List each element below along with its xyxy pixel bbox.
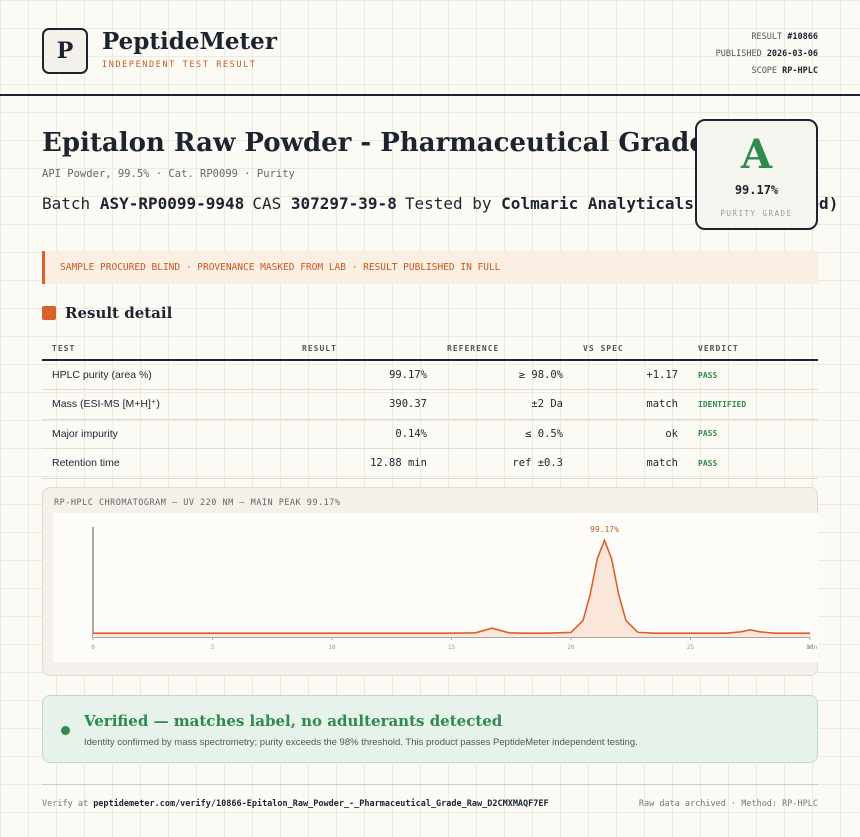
column-header: REFERENCE bbox=[437, 337, 573, 361]
table-cell: 0.14% bbox=[292, 419, 437, 449]
divider bbox=[0, 94, 860, 96]
table-body: HPLC purity (area %) 99.17% ≥ 98.0% +1.17 PA… bbox=[42, 360, 818, 479]
verified-title: Verified — matches label, no adulterants… bbox=[84, 712, 503, 730]
verdict: PASS bbox=[688, 448, 818, 479]
chart-title: RP-HPLC CHROMATOGRAM — UV 220 NM — MAIN … bbox=[54, 498, 341, 508]
x-tick-label: 10 bbox=[328, 644, 336, 651]
section-title: Result detail bbox=[65, 304, 173, 322]
table-cell: +1.17 bbox=[573, 360, 688, 390]
footer-note: Raw data archived · Method: RP-HPLC bbox=[638, 799, 818, 809]
meta: RESULT #10866 PUBLISHED 2026-03-06 SCOPE R… bbox=[716, 29, 818, 80]
meta-row: RESULT #10866 bbox=[716, 29, 818, 46]
chip-label: Tested by bbox=[404, 194, 492, 213]
product-title: Epitalon Raw Powder - Pharmaceutical Gra… bbox=[42, 128, 706, 158]
table-cell: match bbox=[573, 448, 688, 479]
notice: SAMPLE PROCURED BLIND · PROVENANCE MASKE… bbox=[42, 251, 818, 284]
meta-value: #10866 bbox=[787, 32, 818, 42]
table-cell: 390.37 bbox=[292, 389, 437, 420]
table-row: Retention time 12.88 min ref ±0.3 match PASS bbox=[42, 448, 818, 479]
chip: CAS 307297-39-8 bbox=[252, 194, 397, 213]
column-header: RESULT bbox=[292, 337, 437, 361]
header-row: TEST RESULT REFERENCE VS SPEC VERDICT bbox=[42, 337, 818, 361]
meta-label: RESULT bbox=[751, 32, 783, 42]
table-cell: ok bbox=[573, 419, 688, 449]
table-cell: ref ±0.3 bbox=[437, 448, 573, 479]
x-tick-label: 0 bbox=[91, 644, 95, 651]
trace-line bbox=[93, 537, 810, 634]
meta-row: SCOPE RP-HPLC bbox=[716, 63, 818, 80]
table-row: Major impurity 0.14% ≤ 0.5% ok PASS bbox=[42, 419, 818, 449]
table-row: HPLC purity (area %) 99.17% ≥ 98.0% +1.17 PA… bbox=[42, 360, 818, 390]
verified-box bbox=[42, 695, 818, 763]
x-tick-label: 5 bbox=[211, 644, 215, 651]
meta-row: PUBLISHED 2026-03-06 bbox=[716, 46, 818, 63]
verdict: PASS bbox=[688, 419, 818, 449]
column-header: VS SPEC bbox=[573, 337, 688, 361]
verdict: IDENTIFIED bbox=[688, 389, 818, 420]
grade-card: A 99.17% PURITY GRADE bbox=[695, 119, 818, 230]
section-marker bbox=[42, 306, 56, 320]
meta-value: 2026-03-06 bbox=[766, 49, 818, 59]
chip-label: CAS bbox=[252, 194, 282, 213]
x-tick-label: 30 bbox=[806, 644, 814, 651]
x-tick-label: 15 bbox=[448, 644, 456, 651]
x-tick-label: 25 bbox=[687, 644, 695, 651]
peak-area bbox=[93, 540, 810, 637]
chip-label: Batch bbox=[42, 194, 91, 213]
tagline: INDEPENDENT TEST RESULT bbox=[102, 60, 257, 70]
meta-label: PUBLISHED bbox=[715, 49, 762, 59]
table-cell: ≤ 0.5% bbox=[437, 419, 573, 449]
table-cell: HPLC purity (area %) bbox=[42, 360, 292, 390]
table-cell: 12.88 min bbox=[292, 448, 437, 479]
footer-verify: Verify at peptidemeter.com/verify/10866-… bbox=[42, 799, 549, 809]
status-dot bbox=[61, 726, 70, 735]
meta-label: SCOPE bbox=[751, 66, 778, 76]
result-table: TEST RESULT REFERENCE VS SPEC VERDICT HPLC pu… bbox=[42, 337, 818, 479]
verify-label: Verify at bbox=[42, 799, 89, 809]
chip: Batch ASY-RP0099-9948 bbox=[42, 194, 244, 213]
footer-divider bbox=[42, 784, 818, 785]
grade-value: 99.17% bbox=[734, 183, 779, 197]
verdict: PASS bbox=[688, 360, 818, 390]
table-cell: ±2 Da bbox=[437, 389, 573, 420]
grade-letter: A bbox=[740, 131, 773, 178]
x-tick-label: 20 bbox=[567, 644, 575, 651]
meta-value: RP-HPLC bbox=[782, 66, 818, 76]
column-header: VERDICT bbox=[688, 337, 818, 361]
x-axis-label: min bbox=[807, 644, 818, 651]
chip-value: 307297-39-8 bbox=[290, 194, 397, 213]
table-cell: 99.17% bbox=[292, 360, 437, 390]
table-cell: ≥ 98.0% bbox=[437, 360, 573, 390]
column-header: TEST bbox=[42, 337, 292, 361]
grade-label: PURITY GRADE bbox=[720, 209, 793, 218]
chip-value: ASY-RP0099-9948 bbox=[99, 194, 245, 213]
table-row: Mass (ESI-MS [M+H]⁺) 390.37 ±2 Da match IDEN… bbox=[42, 389, 818, 420]
table-cell: Major impurity bbox=[42, 419, 292, 449]
brand: PeptideMeter bbox=[102, 28, 277, 55]
peak-annotation: 99.17% bbox=[590, 525, 619, 534]
verified-text: Identity confirmed by mass spectrometry;… bbox=[84, 737, 638, 748]
verify-url[interactable]: peptidemeter.com/verify/10866-Epitalon_R… bbox=[93, 799, 549, 809]
product-subtitle: API Powder, 99.5% · Cat. RP0099 · Purity bbox=[42, 168, 295, 180]
logo: P bbox=[42, 28, 88, 74]
table-cell: Retention time bbox=[42, 448, 292, 479]
table-cell: Mass (ESI-MS [M+H]⁺) bbox=[42, 389, 292, 420]
table-cell: match bbox=[573, 389, 688, 420]
